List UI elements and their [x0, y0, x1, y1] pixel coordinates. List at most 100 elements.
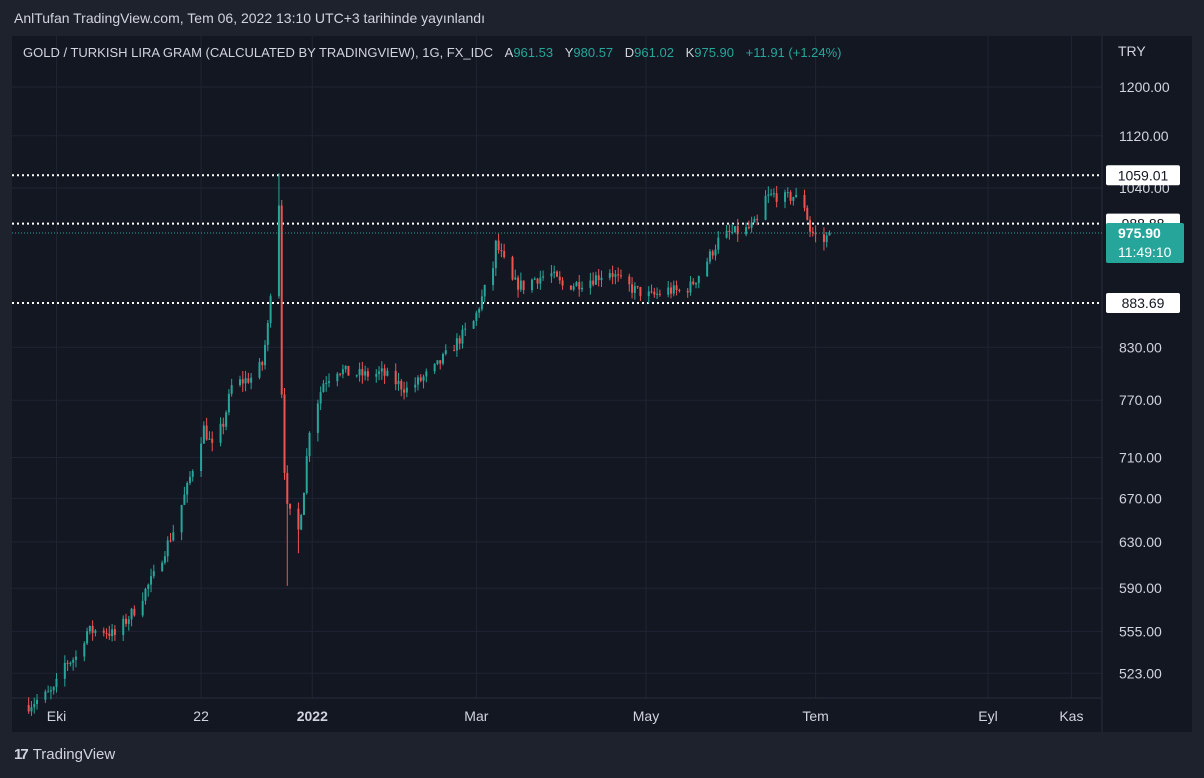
open-value: 961.53	[513, 45, 554, 60]
candle-body	[639, 286, 642, 297]
last-price-label: 975.90	[1118, 225, 1161, 241]
price-tick-label: 770.00	[1119, 392, 1162, 408]
candle-body	[52, 687, 55, 691]
candle-body	[422, 376, 425, 381]
candle-body	[472, 320, 475, 329]
candle-body	[611, 273, 614, 277]
candle-body	[747, 227, 750, 229]
candle-body	[66, 662, 69, 664]
candle-body	[714, 249, 717, 256]
candle-body	[692, 281, 695, 285]
candle-body	[764, 195, 767, 220]
candle-body	[183, 494, 186, 505]
level-tag	[1106, 165, 1180, 186]
candle-body	[695, 282, 698, 285]
time-tick-label: Tem	[802, 708, 828, 724]
candle-body	[706, 261, 709, 277]
candle-body	[667, 287, 670, 295]
candle-body	[144, 588, 147, 601]
candle-body	[344, 365, 347, 370]
candle-body	[784, 192, 787, 202]
candle-body	[789, 192, 792, 201]
candle-body	[250, 377, 253, 383]
candle-body	[108, 633, 111, 637]
candle-body	[172, 532, 175, 541]
countdown-label: 11:49:10	[1118, 244, 1172, 260]
candle-body	[770, 193, 773, 195]
candle-body	[581, 287, 584, 290]
candle-body	[617, 274, 620, 276]
low-value: 961.02	[634, 45, 674, 60]
candle-body	[94, 630, 97, 633]
candle-body	[127, 619, 130, 624]
candle-body	[394, 370, 397, 385]
candle-body	[647, 291, 650, 297]
candle-body	[86, 631, 89, 644]
candle-body	[36, 699, 39, 705]
tradingview-footer[interactable]: 17 TradingView	[14, 746, 115, 763]
candle-body	[133, 608, 136, 616]
candle-body	[533, 278, 536, 280]
candle-body	[166, 540, 169, 557]
candle-body	[339, 373, 342, 375]
candle-body	[561, 280, 564, 286]
candle-body	[514, 277, 517, 280]
level-tag-label: 1059.01	[1118, 167, 1169, 183]
candle-body	[678, 290, 681, 292]
close-label: K	[685, 45, 695, 60]
time-axis: Eki 22 2022 Mar May Tem Eyl Kas	[47, 708, 1084, 724]
candle-body	[419, 377, 422, 381]
candle-body	[383, 368, 386, 376]
grid-lines	[12, 36, 1103, 732]
high-value: 980.57	[573, 45, 614, 60]
candle-body	[319, 392, 322, 404]
candle-body	[480, 296, 483, 310]
candle-body	[247, 378, 250, 383]
candlestick-series	[27, 173, 831, 716]
candle-body	[814, 232, 817, 235]
candle-body	[308, 432, 311, 457]
candle-body	[425, 371, 428, 377]
candle-body	[689, 281, 692, 293]
candle-body	[261, 362, 264, 366]
candle-body	[47, 691, 50, 693]
candle-body	[597, 275, 600, 281]
level-tag-label: 883.69	[1122, 295, 1165, 311]
candle-body	[152, 571, 155, 577]
candle-body	[444, 350, 447, 355]
candle-body	[558, 276, 561, 281]
candle-body	[628, 276, 631, 285]
candle-body	[355, 375, 358, 377]
candle-body	[517, 277, 520, 290]
candle-body	[341, 369, 344, 375]
candle-body	[455, 338, 458, 351]
candle-body	[464, 328, 467, 330]
candle-body	[297, 508, 300, 530]
candle-body	[202, 425, 205, 444]
candle-body	[347, 365, 350, 376]
symbol-name: GOLD / TURKISH LIRA GRAM (CALCULATED BY …	[23, 45, 494, 60]
candle-body	[30, 707, 33, 712]
candle-body	[792, 197, 795, 201]
published-by: AnlTufan TradingView.com, Tem 06, 2022 1…	[14, 10, 485, 26]
candle-body	[753, 218, 756, 223]
candle-body	[578, 282, 581, 290]
candle-body	[361, 369, 364, 376]
candle-body	[336, 373, 339, 382]
price-tick-label: 670.00	[1119, 490, 1162, 506]
candle-body	[69, 662, 72, 664]
price-tick-label: 830.00	[1119, 339, 1162, 355]
candle-body	[822, 234, 825, 243]
candle-body	[400, 380, 403, 390]
chart-panel[interactable]	[12, 36, 1192, 732]
candle-body	[653, 291, 656, 295]
candle-body	[806, 207, 809, 220]
candle-body	[750, 222, 753, 228]
candle-body	[539, 277, 542, 284]
candle-body	[169, 540, 172, 542]
candle-body	[503, 251, 506, 258]
price-tick-label: 555.00	[1119, 623, 1162, 639]
candle-body	[542, 276, 545, 278]
